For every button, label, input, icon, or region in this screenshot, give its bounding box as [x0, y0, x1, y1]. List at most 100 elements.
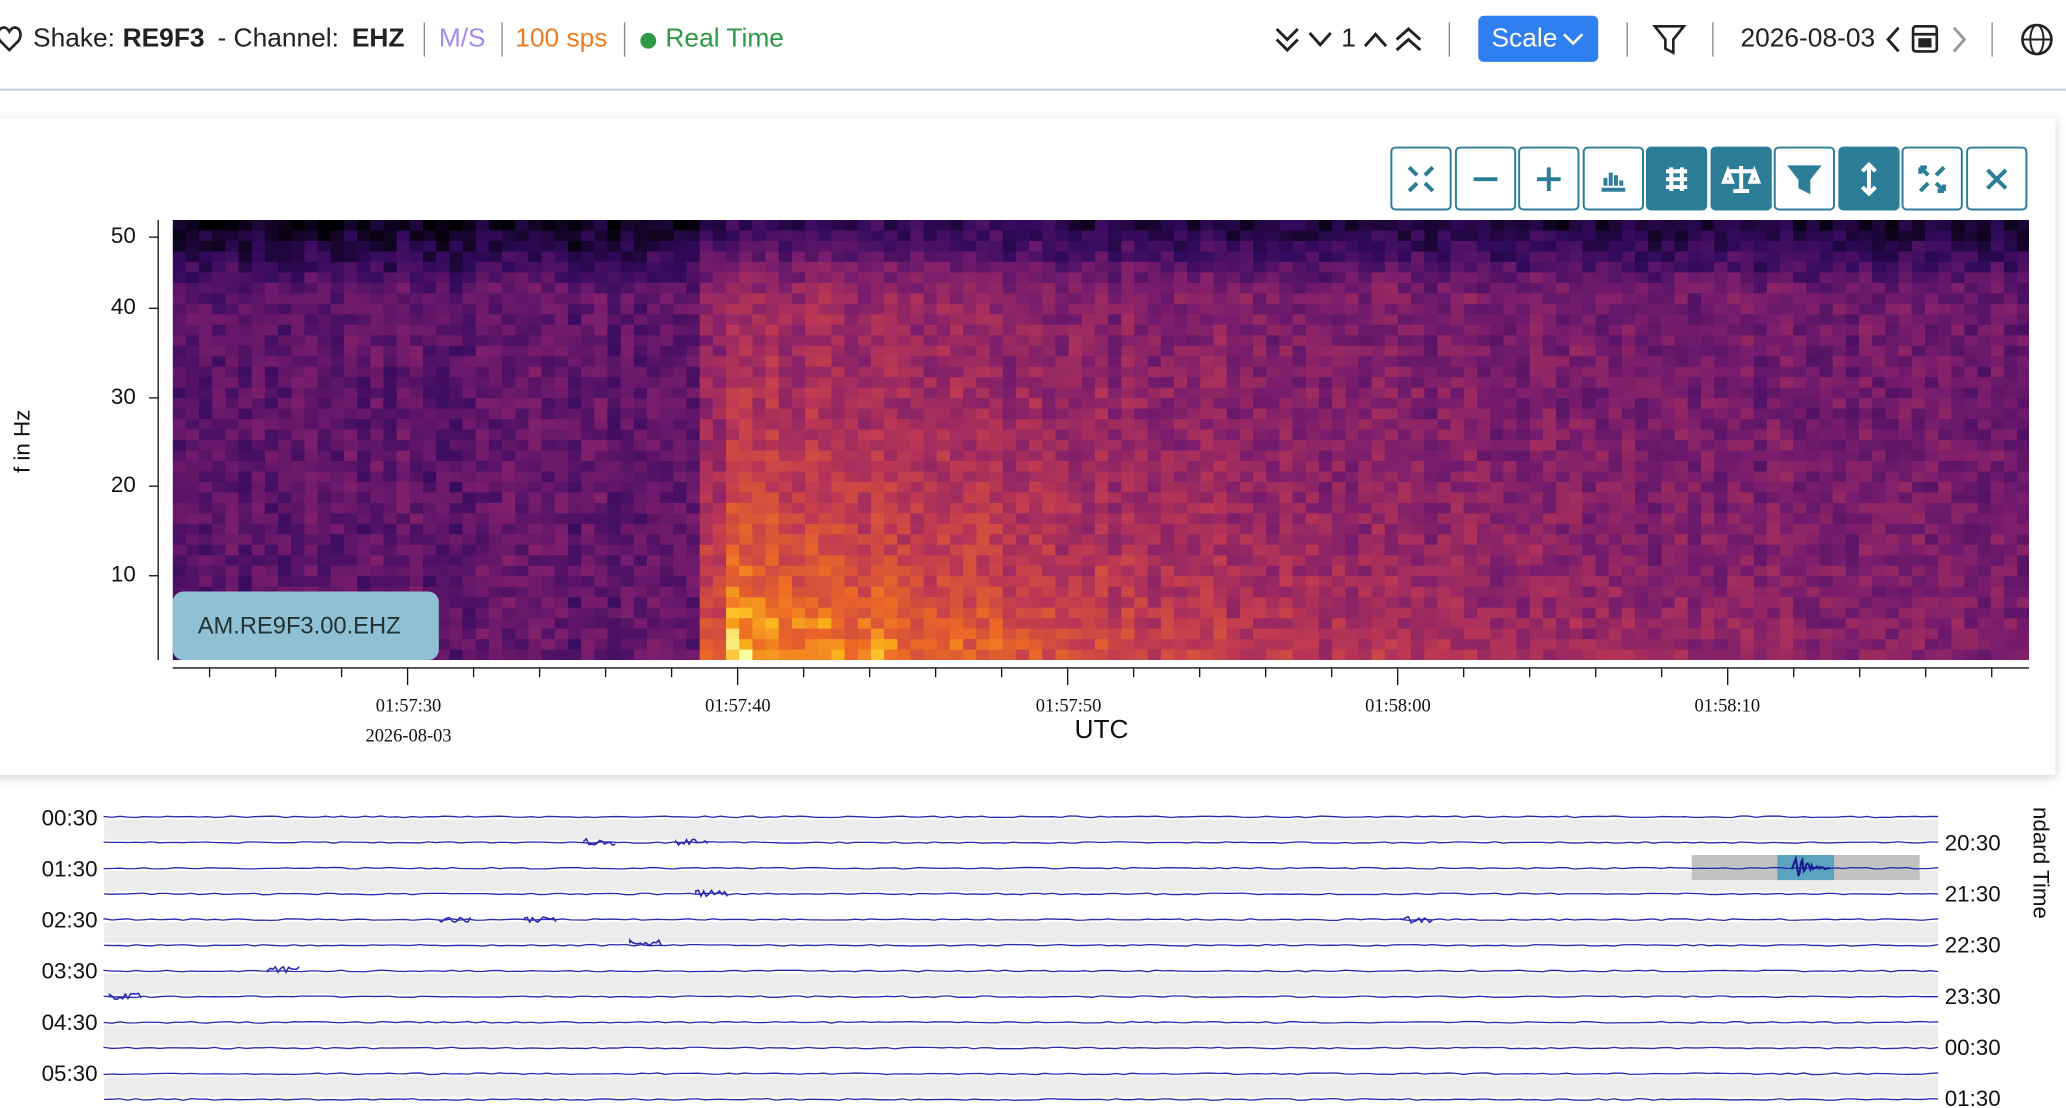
- calendar-button[interactable]: [1911, 25, 1939, 53]
- spectrogram-cell: [1094, 628, 1109, 640]
- spectrogram-cell: [1397, 240, 1412, 253]
- spectrogram-cell: [1292, 314, 1307, 326]
- spectrogram-cell: [989, 387, 1004, 399]
- close-button[interactable]: [1966, 146, 2028, 211]
- spectrogram-cell: [1332, 586, 1346, 598]
- next-page-button[interactable]: [1308, 31, 1332, 47]
- spectrogram-cell: [1424, 314, 1439, 326]
- collapse-button[interactable]: [1390, 146, 1452, 211]
- spectrogram-cell: [1608, 628, 1623, 640]
- spectrogram-cell: [1648, 597, 1663, 609]
- spectrogram-cell: [449, 272, 464, 284]
- spectrogram-cell: [1582, 272, 1597, 284]
- spectrogram-cell: [1305, 356, 1320, 368]
- spectrogram-cell: [581, 261, 595, 274]
- spectrogram-cell: [1002, 314, 1017, 326]
- spectrogram-cell: [884, 398, 898, 410]
- spectrogram-cell: [1490, 230, 1504, 242]
- spectrogram-cell: [1621, 639, 1636, 651]
- spectrogram-cell: [528, 387, 543, 399]
- spectrogram-cell: [343, 450, 358, 462]
- spectrogram-cell: [1490, 220, 1504, 232]
- spectrogram-cell: [1002, 523, 1017, 535]
- spectrogram-cell: [1608, 502, 1623, 515]
- spectrogram-cell: [923, 492, 938, 504]
- spectrogram-cell: [581, 335, 595, 347]
- spectrogram-cell: [436, 303, 451, 315]
- spectrogram-cell: [278, 408, 292, 420]
- globe-button[interactable]: [2021, 23, 2053, 56]
- spectrogram-cell: [1081, 492, 1096, 504]
- spectrogram-cell: [1424, 555, 1439, 567]
- spectrogram-cell: [1476, 649, 1491, 661]
- spectrogram-cell: [357, 272, 371, 284]
- spectrogram-cell: [1582, 523, 1597, 535]
- spectrogram-cell: [1068, 586, 1083, 598]
- spectrogram-cell: [620, 460, 635, 473]
- scale-button[interactable]: [1478, 15, 1599, 62]
- spectrogram-cell: [1556, 597, 1570, 609]
- spectrogram-cell: [1450, 377, 1465, 389]
- spectrogram-cell: [1292, 481, 1307, 494]
- spectrogram-cell: [396, 251, 411, 263]
- grid-button[interactable]: [1645, 146, 1708, 211]
- spectrogram-cell: [1556, 586, 1570, 598]
- expand-button[interactable]: [1901, 146, 1963, 211]
- spectrogram-cell: [1516, 534, 1531, 546]
- spectrogram-cell: [1239, 450, 1254, 462]
- spectrogram-cell: [739, 240, 754, 253]
- spectrogram-cell: [1621, 492, 1636, 504]
- spectrogram-cell: [396, 523, 411, 535]
- spectrogram-cell: [1292, 377, 1307, 389]
- zoom-out-button[interactable]: [1454, 146, 1517, 211]
- zoom-in-button[interactable]: [1518, 146, 1580, 211]
- spectrogram-cell: [449, 502, 464, 515]
- spectrogram-cell: [1332, 282, 1346, 295]
- spectrogram-cell: [1121, 230, 1136, 242]
- spectrogram-cell: [1463, 460, 1478, 473]
- first-page-button[interactable]: [1395, 27, 1422, 52]
- balance-button[interactable]: [1710, 146, 1772, 211]
- spectrogram-cell: [976, 618, 991, 630]
- spectrogram-cell: [1173, 230, 1188, 242]
- spectrogram-cell: [646, 576, 661, 588]
- stretch-button[interactable]: [1838, 146, 1900, 211]
- spectrogram-cell: [818, 377, 833, 389]
- spectrogram-cell: [712, 282, 727, 295]
- spectrogram-cell: [1055, 460, 1070, 473]
- spectrogram-cell: [225, 576, 240, 588]
- prev-date-button[interactable]: [1886, 26, 1900, 53]
- spectrogram-cell: [963, 345, 978, 357]
- spectrogram-cell: [515, 628, 530, 640]
- spectrogram-cell: [1516, 324, 1531, 336]
- spectrogram-cell: [1621, 502, 1636, 515]
- prev-page-button[interactable]: [1363, 32, 1388, 48]
- spectrogram-cell: [1529, 471, 1544, 483]
- spectrogram-cell: [1108, 628, 1122, 640]
- spectrogram-cell: [1700, 230, 1715, 242]
- chart-button[interactable]: [1582, 146, 1644, 211]
- spectrogram-cell: [1437, 377, 1452, 389]
- spectrogram-cell: [1055, 492, 1070, 504]
- spectrogram-cell: [1253, 335, 1267, 347]
- spectrogram-cell: [172, 387, 187, 399]
- spectrogram-cell: [949, 387, 964, 399]
- next-date-button[interactable]: [1952, 26, 1967, 53]
- spectrogram-cell: [567, 565, 582, 577]
- spectrogram-cell: [699, 450, 714, 462]
- spectrogram-cell: [1516, 261, 1531, 274]
- spectrogram-cell: [1411, 576, 1425, 588]
- spectrogram-cell: [936, 220, 951, 232]
- spectrogram-cell: [1279, 544, 1294, 556]
- spectrogram-cell: [660, 440, 674, 452]
- spectrogram-cell: [936, 460, 951, 473]
- spectrogram-cell: [383, 460, 398, 473]
- spectrogram-cell: [1582, 481, 1597, 494]
- favorite-icon[interactable]: [0, 26, 22, 52]
- spectrogram-cell: [1305, 618, 1320, 630]
- filter-button[interactable]: [1652, 25, 1687, 55]
- spectrogram-cell: [1226, 471, 1241, 483]
- filter-button[interactable]: [1773, 146, 1836, 211]
- last-page-button[interactable]: [1275, 27, 1299, 53]
- spectrogram-cell: [1055, 576, 1070, 588]
